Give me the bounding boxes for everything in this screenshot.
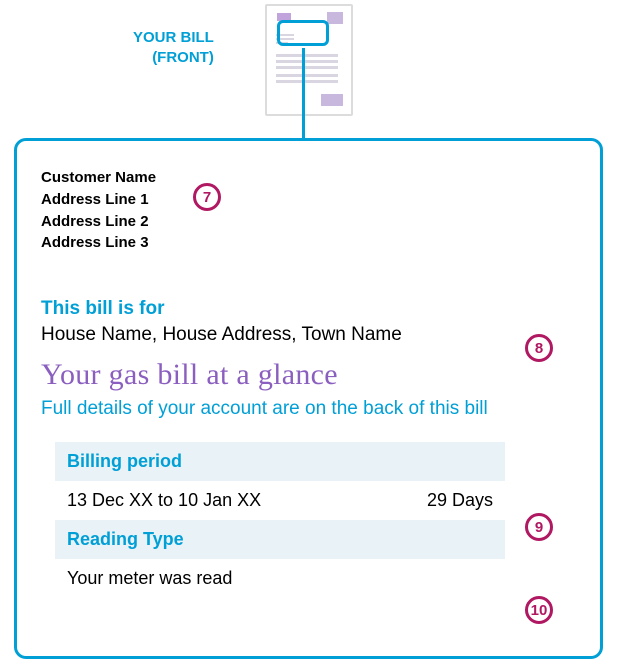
bill-for-heading: This bill is for bbox=[41, 298, 576, 320]
address-line-2: Address Line 2 bbox=[41, 211, 576, 233]
label-line1: YOUR BILL bbox=[133, 28, 214, 48]
supply-address: House Name, House Address, Town Name bbox=[41, 324, 576, 346]
callout-7: 7 bbox=[193, 183, 221, 211]
your-bill-label: YOUR BILL (FRONT) bbox=[133, 28, 214, 69]
connector-line bbox=[302, 48, 305, 141]
customer-name: Customer Name bbox=[41, 167, 576, 189]
bill-detail-panel: Customer Name Address Line 1 Address Lin… bbox=[14, 138, 603, 659]
billing-period-header: Billing period bbox=[55, 442, 505, 481]
customer-address-block: Customer Name Address Line 1 Address Lin… bbox=[41, 167, 576, 254]
reading-type-row: Your meter was read bbox=[55, 559, 505, 598]
billing-period-range: 13 Dec XX to 10 Jan XX bbox=[67, 490, 261, 511]
callout-9: 9 bbox=[525, 513, 553, 541]
header-diagram: YOUR BILL (FRONT) bbox=[0, 0, 617, 130]
billing-period-row: 13 Dec XX to 10 Jan XX 29 Days bbox=[55, 481, 505, 520]
billing-period-days: 29 Days bbox=[427, 490, 493, 511]
label-line2: (FRONT) bbox=[133, 48, 214, 68]
address-line-3: Address Line 3 bbox=[41, 232, 576, 254]
callout-10: 10 bbox=[525, 596, 553, 624]
thumbnail-highlight bbox=[277, 20, 329, 46]
summary-table: Billing period 13 Dec XX to 10 Jan XX 29… bbox=[55, 442, 505, 598]
address-line-1: Address Line 1 bbox=[41, 189, 576, 211]
glance-title: Your gas bill at a glance bbox=[41, 358, 576, 392]
reading-type-value: Your meter was read bbox=[67, 568, 232, 589]
reading-type-header: Reading Type bbox=[55, 520, 505, 559]
callout-8: 8 bbox=[525, 334, 553, 362]
glance-subtitle: Full details of your account are on the … bbox=[41, 398, 576, 420]
